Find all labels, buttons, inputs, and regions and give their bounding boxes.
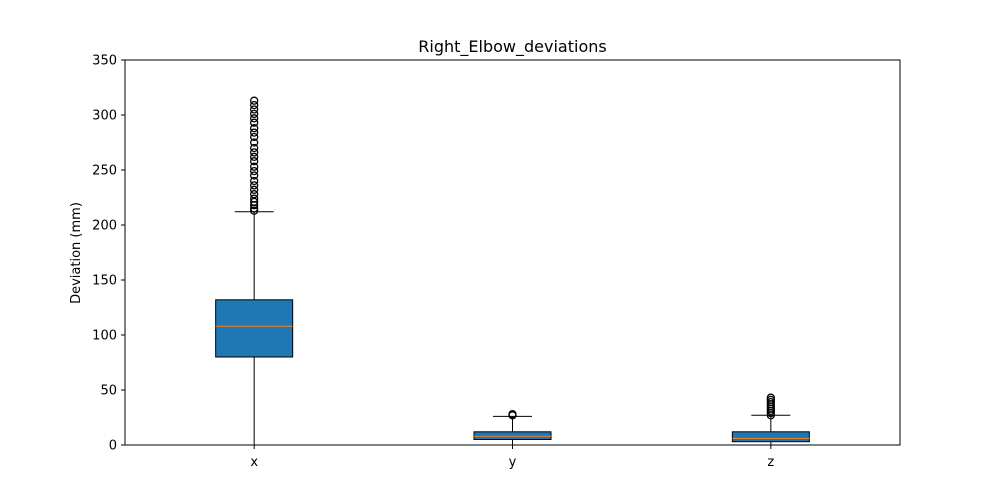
outlier-point: [250, 194, 259, 203]
outlier-point: [250, 166, 259, 176]
outlier-point: [250, 171, 259, 180]
outlier-point: [250, 109, 259, 119]
outlier-point: [250, 114, 259, 123]
outlier-point: [250, 105, 259, 114]
box-z: [731, 431, 810, 443]
y-tick-label: 200: [92, 219, 117, 234]
outlier-point: [250, 190, 259, 199]
outlier-point: [250, 143, 259, 153]
y-tick-label: 350: [92, 54, 117, 69]
outlier-point: [250, 132, 259, 142]
outlier-point: [250, 181, 259, 190]
outlier-point: [250, 185, 259, 194]
outlier-point: [250, 157, 259, 166]
plot-area: 0 50 100 150 200 250 300 350 x y z: [92, 54, 810, 470]
outlier-point: [250, 152, 259, 161]
x-tick-label: z: [767, 455, 774, 470]
outlier-point: [250, 197, 259, 207]
outlier-point: [250, 100, 259, 110]
y-tick-label: 150: [92, 274, 117, 289]
outlier-point: [250, 176, 259, 186]
box-x: [215, 299, 294, 358]
outlier-point: [250, 148, 259, 157]
y-tick-label: 300: [92, 109, 117, 124]
outlier-point: [250, 162, 259, 171]
outlier-point: [250, 128, 259, 137]
outlier-point: [250, 124, 259, 133]
y-tick-label: 100: [92, 329, 117, 344]
outlier-point: [250, 138, 259, 147]
y-tick-label: 50: [100, 384, 117, 399]
outlier-point: [766, 393, 775, 402]
outlier-point: [250, 96, 259, 105]
plot-frame: [124, 59, 901, 446]
chart-title: Right_Elbow_deviations: [418, 37, 606, 57]
x-tick-label: y: [509, 455, 517, 470]
y-tick-label: 250: [92, 164, 117, 179]
y-axis-label: Deviation (mm): [69, 202, 84, 304]
y-tick-label: 0: [109, 439, 117, 454]
x-tick-label: x: [250, 455, 258, 470]
box-y: [473, 431, 552, 440]
outlier-point: [508, 410, 517, 419]
outlier-point: [250, 118, 259, 127]
